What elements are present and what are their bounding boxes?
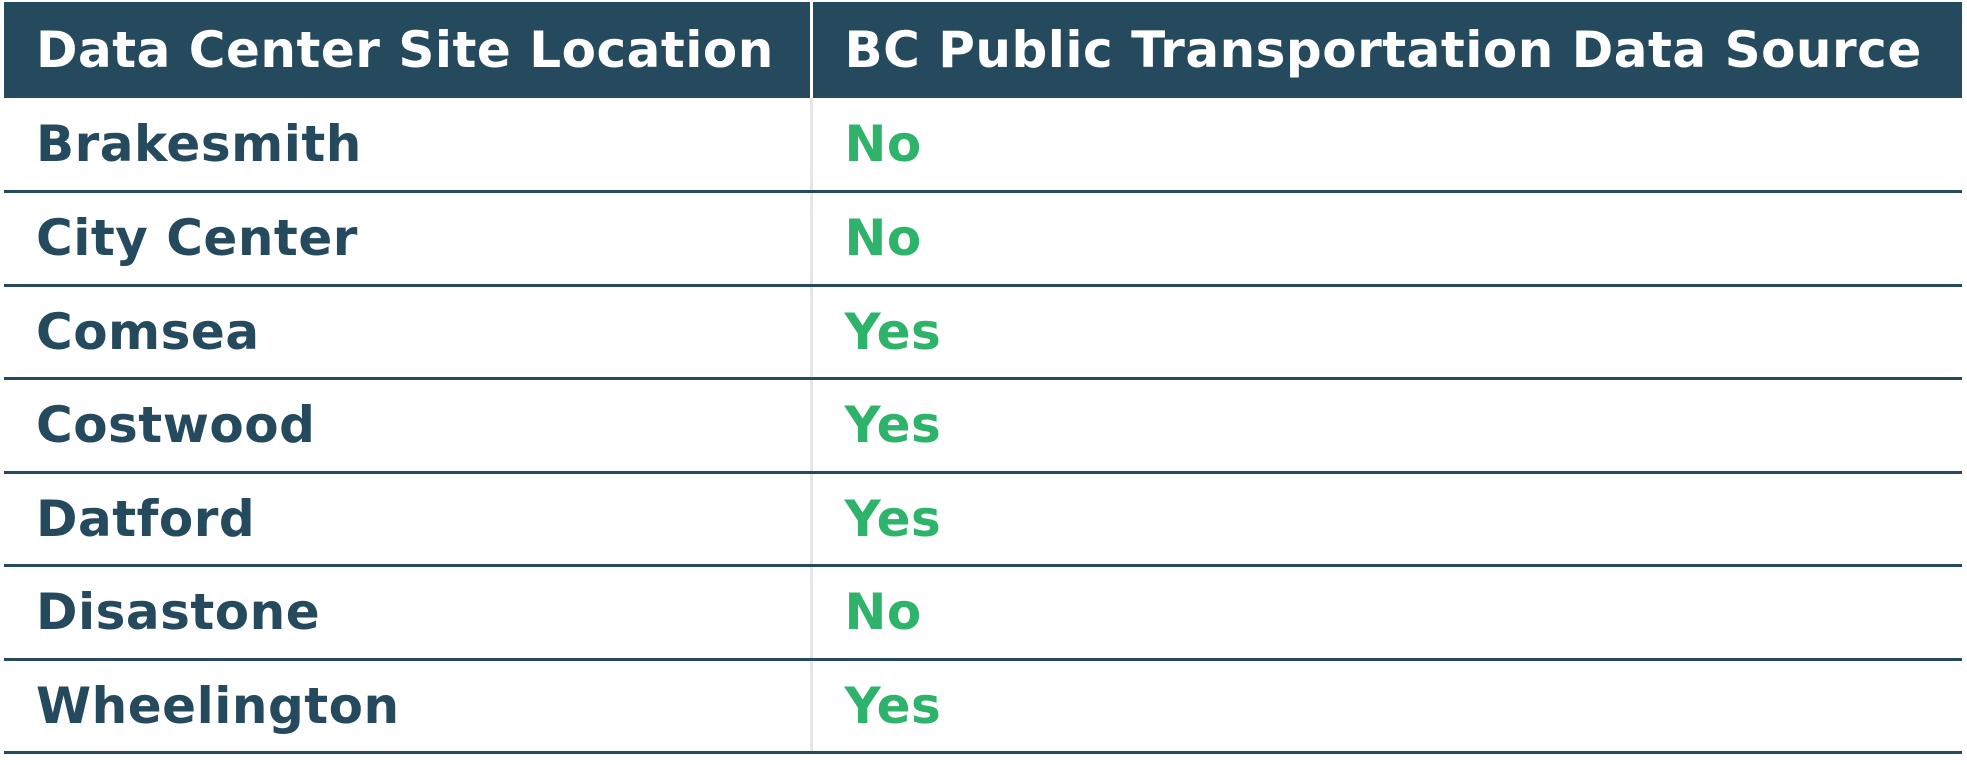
table-row: Datford Yes (4, 472, 1962, 567)
cell-site-location: Comsea (4, 285, 813, 380)
table-row: Comsea Yes (4, 285, 1962, 380)
header-data-source: BC Public Transportation Data Source (844, 21, 1922, 79)
data-table-container: Data Center Site Location BC Public Tran… (4, 2, 1962, 754)
cell-site-location: Costwood (4, 378, 813, 474)
header-row: Data Center Site Location BC Public Tran… (4, 2, 1962, 98)
table-row: Costwood Yes (4, 378, 1962, 474)
cell-data-source: Yes (811, 472, 1962, 567)
table-row: Disastone No (4, 565, 1962, 661)
header-site-location: Data Center Site Location (4, 2, 813, 98)
cell-site-location: Datford (4, 472, 813, 567)
cell-data-source: Yes (811, 285, 1962, 380)
cell-site-location: Wheelington (4, 659, 813, 754)
cell-data-source: Yes (811, 378, 1962, 474)
table-row: City Center No (4, 191, 1962, 287)
transportation-data-table: Data Center Site Location BC Public Tran… (4, 2, 1962, 754)
cell-site-location: Brakesmith (4, 98, 813, 193)
cell-data-source: Yes (811, 659, 1962, 754)
table-row: Brakesmith No (4, 98, 1962, 193)
table-body: Brakesmith No City Center No Comsea Yes … (4, 98, 1962, 754)
cell-data-source: No (811, 98, 1962, 193)
table-row: Wheelington Yes (4, 659, 1962, 754)
cell-data-source: No (811, 565, 1962, 661)
cell-site-location: City Center (4, 191, 813, 287)
cell-site-location: Disastone (4, 565, 813, 661)
cell-data-source: No (811, 191, 1962, 287)
table-header: Data Center Site Location BC Public Tran… (4, 2, 1962, 98)
